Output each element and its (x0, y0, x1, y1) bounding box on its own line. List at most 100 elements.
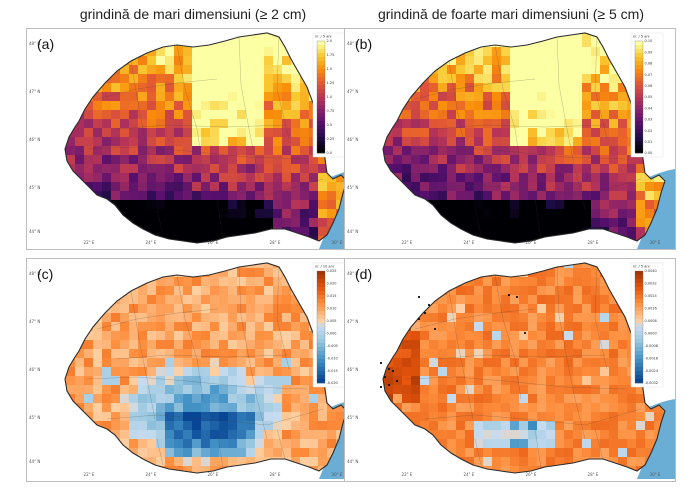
colorbar-tick-label: 0.000 (327, 331, 337, 335)
country-outline (64, 262, 348, 474)
lat-tick-label: 44° N (347, 459, 358, 464)
colorbar-unit: nr. / 10 ani (315, 265, 334, 269)
lat-tick-label: 44° N (347, 229, 358, 234)
colorbar-tick-label: -0.0032 (645, 381, 659, 385)
panel-label: (c) (37, 266, 53, 282)
lon-tick-label: 26° E (208, 472, 219, 477)
lat-tick-label: 48° N (347, 41, 358, 46)
colorbar-tick-label: 1.5 (327, 67, 333, 71)
significance-dot (383, 375, 387, 379)
colorbar-tick-label: 1.25 (327, 81, 335, 85)
colorbar-unit: nr. / 5 ani (633, 35, 650, 39)
title-right: grindină de foarte mari dimensiuni (≥ 5 … (377, 6, 644, 22)
colorbar-tick-label: 0.06 (645, 84, 653, 88)
gridded-field (383, 263, 665, 473)
colorbar-tick-label: 0.09 (645, 50, 653, 54)
lon-tick-label: 22° E (84, 240, 95, 245)
map-b: (b)48° N 47° N 46° N 45° N 44° N 22° E 24° E 26… (347, 32, 675, 249)
colorbar-tick-label: 0.75 (327, 109, 335, 113)
lat-tick-label: 46° N (29, 367, 40, 372)
lat-tick-label: 44° N (29, 229, 40, 234)
colorbar-tick-label: 0.00 (645, 151, 653, 155)
colorbar-tick-label: 0.015 (327, 294, 337, 298)
lon-tick-label: 30° E (650, 240, 661, 245)
lat-tick-label: 44° N (29, 459, 40, 464)
colorbar-tick-label: 0.0040 (645, 269, 657, 273)
country-outline (382, 262, 666, 474)
significance-dot (423, 311, 427, 315)
significance-dot (387, 367, 391, 371)
colorbar-tick-label: 0.0016 (645, 307, 657, 311)
panel-label: (b) (355, 36, 372, 52)
colorbar-tick-label: 1.0 (327, 95, 333, 99)
colorbar-tick-label: -0.020 (327, 381, 338, 385)
lat-tick-label: 45° N (29, 185, 40, 190)
lat-tick-label: 47° N (29, 319, 40, 324)
map-panel-c: (c) 48° N 47° N 46° N 45° N 44° N 22° E 24° E 26… (26, 258, 358, 482)
colorbar-tick-label: 0.005 (327, 319, 337, 323)
lat-tick-label: 46° N (347, 367, 358, 372)
colorbar-tick-label: 0.01 (645, 140, 653, 144)
lon-tick-label: 28° E (588, 472, 599, 477)
significance-dot (379, 385, 383, 389)
colorbar-tick-label: 0.025 (327, 269, 337, 273)
lon-tick-label: 24° E (146, 472, 157, 477)
lat-tick-label: 46° N (29, 137, 40, 142)
lon-tick-label: 24° E (146, 240, 157, 245)
panel-label: (d) (355, 266, 372, 282)
colorbar-tick-label: 0.020 (327, 282, 337, 286)
map-panel-d: (d) 48° N 47° N 46° N 45° N 44° N 22° E 24° E 26… (344, 258, 676, 482)
lon-tick-label: 22° E (402, 472, 413, 477)
lon-tick-label: 26° E (526, 240, 537, 245)
country-outline (64, 32, 348, 244)
colorbar-tick-label: 0.10 (645, 39, 653, 43)
colorbar-unit: nr. / 5 ani (315, 35, 332, 39)
lon-tick-label: 24° E (464, 240, 475, 245)
lat-tick-label: 45° N (29, 415, 40, 420)
lon-tick-label: 26° E (526, 472, 537, 477)
significance-dot (417, 317, 421, 321)
map-d: (d)48° N 47° N 46° N 45° N 44° N 22° E 24° E 26… (347, 262, 675, 479)
map-panel-b: (b) 48° N 47° N 46° N 45° N 44° N 22° E 24° E 26… (344, 28, 676, 250)
significance-dot (507, 293, 511, 297)
significance-dot (523, 331, 527, 335)
lat-tick-label: 48° N (29, 271, 40, 276)
lat-tick-label: 48° N (347, 271, 358, 276)
lon-tick-label: 22° E (402, 240, 413, 245)
colorbar-tick-label: 0.0024 (645, 294, 658, 298)
country-outline (382, 32, 666, 244)
significance-dot (395, 379, 399, 383)
lon-tick-label: 28° E (270, 472, 281, 477)
colorbar-tick-label: 0.0 (327, 151, 333, 155)
gridded-field (65, 33, 347, 243)
significance-dot (515, 295, 519, 299)
lon-tick-label: 28° E (270, 240, 281, 245)
significance-dot (391, 369, 395, 373)
colorbar-tick-label: -0.005 (327, 344, 338, 348)
significance-dot (427, 303, 431, 307)
colorbar-tick-label: 0.010 (327, 307, 337, 311)
map-panel-a: (a) 48° N 47° N 46° N 45° N 44° N 22° E 24° E 26… (26, 28, 358, 250)
lon-tick-label: 30° E (332, 240, 343, 245)
colorbar-tick-label: 0.02 (645, 129, 653, 133)
colorbar-tick-label: 0.0008 (645, 319, 657, 323)
significance-dot (417, 295, 421, 299)
lat-tick-label: 46° N (347, 137, 358, 142)
lon-tick-label: 28° E (588, 240, 599, 245)
colorbar-tick-label: -0.0024 (645, 369, 659, 373)
map-c: (c)48° N47° N46° N45° N44° N22° E 24° E 26… (29, 262, 357, 479)
colorbar-tick-label: 0.05 (645, 95, 653, 99)
colorbar-tick-label: 0.07 (645, 73, 653, 77)
colorbar-tick-label: 0.0000 (645, 331, 657, 335)
colorbar-tick-label: 0.03 (645, 118, 653, 122)
lat-tick-label: 47° N (29, 89, 40, 94)
lon-tick-label: 26° E (208, 240, 219, 245)
lon-tick-label: 24° E (464, 472, 475, 477)
map-a: (a)48° N47° N46° N45° N44° N22° E 24° E 26… (29, 32, 357, 249)
lat-tick-label: 45° N (347, 185, 358, 190)
colorbar-tick-label: 1.75 (327, 53, 335, 57)
significance-dot (379, 361, 383, 365)
